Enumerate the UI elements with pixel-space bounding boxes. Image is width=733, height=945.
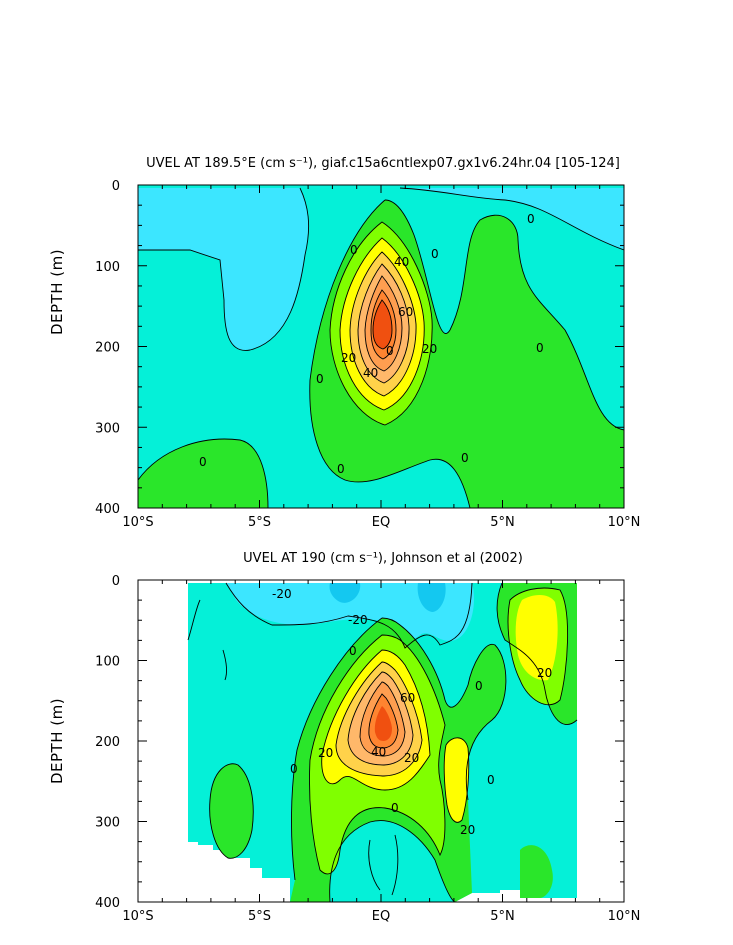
contour-label: 20	[460, 823, 475, 837]
x-tick-label: 10°N	[608, 909, 641, 924]
contour-label: 0	[431, 247, 439, 261]
panel-model-title: UVEL AT 189.5°E (cm s⁻¹), giaf.c15a6cntl…	[146, 156, 620, 171]
y-tick-label: 400	[95, 502, 120, 517]
contour-label: 0	[391, 801, 399, 815]
contour-label: 0	[337, 462, 345, 476]
y-tick-label: 200	[95, 341, 120, 356]
panel-model-contour-labels: 0 0 0 0 0 0 0 0 0 20 20 40 40 60	[199, 212, 544, 476]
y-tick-label: 400	[95, 896, 120, 911]
contour-label: 0	[199, 455, 207, 469]
contour-label: 0	[536, 341, 544, 355]
x-tick-label: EQ	[372, 909, 390, 924]
field-positive-southwest	[209, 763, 254, 859]
panel-obs-field	[138, 580, 624, 902]
panel-obs-contour-labels: -20 -20 0 0 0 0 0 20 20 20 20 40 60	[272, 587, 552, 837]
contour-label: -20	[348, 613, 368, 627]
field-positive-southwest	[138, 439, 268, 508]
contour-label: 60	[398, 305, 413, 319]
contour-label: 20	[537, 666, 552, 680]
contour-label: 0	[527, 212, 535, 226]
field-70-plus	[374, 706, 392, 741]
y-tick-label: 0	[112, 574, 120, 589]
field-minus20-minus10-west	[138, 188, 309, 351]
y-tick-label: 0	[112, 179, 120, 194]
contour-label: 20	[318, 746, 333, 760]
x-tick-label: 5°S	[248, 909, 271, 924]
x-tick-label: 5°S	[248, 515, 271, 530]
contour-label: 0	[487, 773, 495, 787]
panel-model-contour-lines	[138, 187, 624, 508]
field-70-plus	[373, 300, 392, 349]
panel-model-ylabel: DEPTH (m)	[48, 249, 66, 335]
field-20-30-east	[515, 595, 558, 681]
panel-obs-title: UVEL AT 190 (cm s⁻¹), Johnson et al (200…	[243, 551, 523, 566]
y-tick-label: 200	[95, 735, 120, 750]
y-tick-label: 100	[95, 655, 120, 670]
contour-label: 40	[394, 255, 409, 269]
field-positive-southeast	[520, 845, 553, 898]
contour-label: 0	[461, 451, 469, 465]
contour-label: 20	[404, 751, 419, 765]
field-20-30-south	[444, 737, 469, 823]
contour-label: 0	[475, 679, 483, 693]
contour-label: 40	[371, 745, 386, 759]
contour-label: 0	[386, 344, 394, 358]
y-tick-label: 100	[95, 260, 120, 275]
contour-label: 0	[350, 243, 358, 257]
field-minus20-minus10-east	[400, 188, 624, 250]
panel-model-field	[138, 185, 624, 508]
x-tick-label: 5°N	[490, 909, 515, 924]
contour-label: 60	[400, 691, 415, 705]
field-le-minus20-east	[417, 583, 446, 612]
panel-obs: UVEL AT 190 (cm s⁻¹), Johnson et al (200…	[48, 551, 640, 924]
contour-label: 40	[363, 366, 378, 380]
y-tick-label: 300	[95, 816, 120, 831]
contour-label: 20	[341, 351, 356, 365]
field-le-minus20-west	[329, 583, 361, 603]
contour-label: 0	[316, 372, 324, 386]
panel-obs-ylabel: DEPTH (m)	[48, 698, 66, 784]
y-tick-label: 300	[95, 421, 120, 436]
x-tick-label: 5°N	[490, 515, 515, 530]
x-tick-label: 10°N	[608, 515, 641, 530]
contour-label: 20	[422, 342, 437, 356]
contour-label: 0	[290, 762, 298, 776]
panel-obs-contour-lines	[187, 582, 578, 902]
field-minus20-minus10	[226, 583, 475, 641]
contour-label: -20	[272, 587, 292, 601]
x-tick-label: 10°S	[122, 909, 153, 924]
contour-label: 0	[349, 644, 357, 658]
x-tick-label: EQ	[372, 515, 390, 530]
x-tick-label: 10°S	[122, 515, 153, 530]
panel-model: UVEL AT 189.5°E (cm s⁻¹), giaf.c15a6cntl…	[48, 156, 640, 530]
